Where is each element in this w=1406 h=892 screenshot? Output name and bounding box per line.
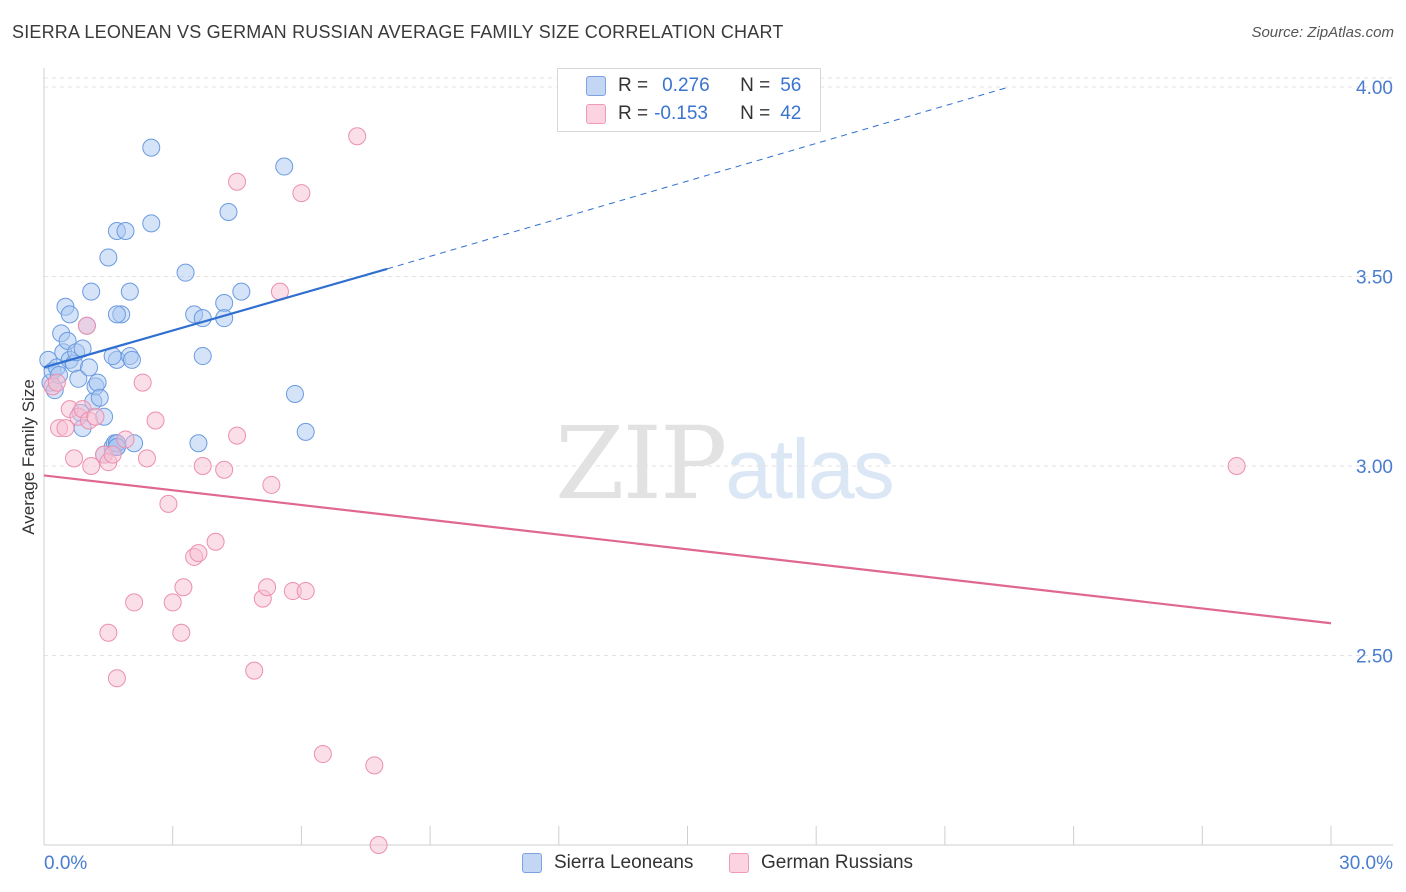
data-point-german-russians (174, 578, 193, 597)
bottom-legend-german-russians: German Russians (729, 852, 913, 874)
bottom-legend-swatch-pink (729, 853, 749, 873)
legend-swatch-pink (586, 104, 606, 124)
data-point-german-russians (125, 593, 144, 612)
data-point-sierra-leoneans (232, 282, 251, 301)
data-point-german-russians (245, 661, 264, 680)
data-point-sierra-leoneans (80, 358, 99, 377)
data-point-german-russians (215, 460, 234, 479)
watermark-zip: ZIP (555, 405, 727, 522)
data-point-german-russians (107, 669, 126, 688)
data-point-sierra-leoneans (116, 221, 135, 240)
trend-lines (43, 86, 1332, 625)
data-point-german-russians (137, 449, 156, 468)
data-point-sierra-leoneans (275, 157, 294, 176)
legend-r-label: R = (618, 103, 649, 124)
legend-row-german-russians: R = -0.153 N = 42 (558, 100, 801, 128)
watermark: ZIPatlas (555, 405, 895, 522)
data-point-german-russians (369, 836, 388, 854)
data-point-german-russians (56, 419, 75, 438)
data-point-german-russians (189, 544, 208, 563)
data-point-german-russians (172, 623, 191, 642)
data-point-german-russians (258, 578, 277, 597)
data-point-sierra-leoneans (60, 305, 79, 324)
data-point-german-russians (77, 316, 96, 335)
y-tick-label: 2.50 (1356, 646, 1393, 667)
x-tick-label: 30.0% (1339, 853, 1393, 874)
legend-n-label: N = (740, 103, 771, 124)
data-point-sierra-leoneans (193, 347, 212, 366)
bottom-legend-label: Sierra Leoneans (554, 852, 694, 873)
bottom-legend-sierra-leoneans: Sierra Leoneans (522, 852, 693, 874)
watermark-atlas: atlas (725, 422, 894, 516)
data-point-german-russians (228, 426, 247, 445)
data-point-german-russians (1227, 456, 1246, 475)
grid-lines (44, 77, 1393, 656)
legend-swatch-blue (586, 76, 606, 96)
trend-line-sierra-leoneans (43, 267, 388, 369)
data-point-german-russians (163, 593, 182, 612)
data-point-sierra-leoneans (99, 248, 118, 267)
data-point-german-russians (365, 756, 384, 775)
data-point-german-russians (348, 127, 367, 146)
trend-line-sierra-leoneans-extension (387, 86, 1010, 270)
data-point-german-russians (193, 456, 212, 475)
data-point-german-russians (313, 745, 332, 764)
data-point-sierra-leoneans (176, 263, 195, 282)
data-point-german-russians (133, 373, 152, 392)
data-point-german-russians (47, 373, 66, 392)
bottom-legend-swatch-blue (522, 853, 542, 873)
data-point-german-russians (65, 449, 84, 468)
data-point-sierra-leoneans (296, 422, 315, 441)
legend-r-value: 0.276 (662, 75, 710, 96)
legend-r-value: -0.153 (654, 103, 708, 124)
trend-line-german-russians (43, 474, 1332, 625)
data-point-german-russians (228, 172, 247, 191)
data-point-sierra-leoneans (88, 373, 107, 392)
legend-r-label: R = (618, 75, 649, 96)
data-point-sierra-leoneans (122, 350, 141, 369)
data-point-german-russians (86, 407, 105, 426)
data-point-german-russians (292, 184, 311, 203)
bottom-legend-label: German Russians (761, 852, 914, 873)
data-point-sierra-leoneans (219, 203, 238, 222)
y-tick-label: 3.00 (1356, 457, 1393, 478)
data-point-german-russians (116, 430, 135, 449)
data-point-german-russians (103, 445, 122, 464)
series-german-russians (43, 127, 1246, 854)
chart-title: SIERRA LEONEAN VS GERMAN RUSSIAN AVERAGE… (12, 22, 784, 42)
data-point-german-russians (296, 582, 315, 601)
y-axis-title: Average Family Size (19, 379, 38, 535)
data-point-sierra-leoneans (82, 282, 101, 301)
chart-source: Source: ZipAtlas.com (1251, 24, 1394, 41)
legend-n-label: N = (740, 75, 771, 96)
data-point-sierra-leoneans (90, 388, 109, 407)
data-point-german-russians (82, 456, 101, 475)
data-point-sierra-leoneans (215, 293, 234, 312)
data-point-german-russians (159, 494, 178, 513)
y-tick-label: 3.50 (1356, 267, 1393, 288)
axis-labels: 2.50 3.00 3.50 4.00 0.0% 30.0% Average Family … (19, 78, 1393, 874)
data-point-german-russians (146, 411, 165, 430)
legend-row-sierra-leoneans: R = 0.276 N = 56 (558, 72, 801, 100)
data-point-sierra-leoneans (285, 384, 304, 403)
data-point-sierra-leoneans (189, 434, 208, 453)
data-point-sierra-leoneans (142, 214, 161, 233)
data-point-sierra-leoneans (107, 305, 126, 324)
bottom-legend: Sierra Leoneans German Russians (0, 852, 1406, 878)
data-point-sierra-leoneans (69, 369, 88, 388)
legend: R = 0.276 N = 56 R = -0.153 N = 42 (557, 68, 821, 132)
legend-n-value: 56 (780, 75, 802, 96)
data-point-german-russians (262, 475, 281, 494)
y-tick-label: 4.00 (1356, 78, 1393, 99)
data-point-sierra-leoneans (120, 282, 139, 301)
axes (43, 68, 1393, 846)
data-point-sierra-leoneans (142, 138, 161, 157)
x-tick-label: 0.0% (44, 853, 87, 874)
data-point-german-russians (206, 532, 225, 551)
legend-n-value: 42 (780, 103, 802, 124)
data-point-german-russians (99, 623, 118, 642)
